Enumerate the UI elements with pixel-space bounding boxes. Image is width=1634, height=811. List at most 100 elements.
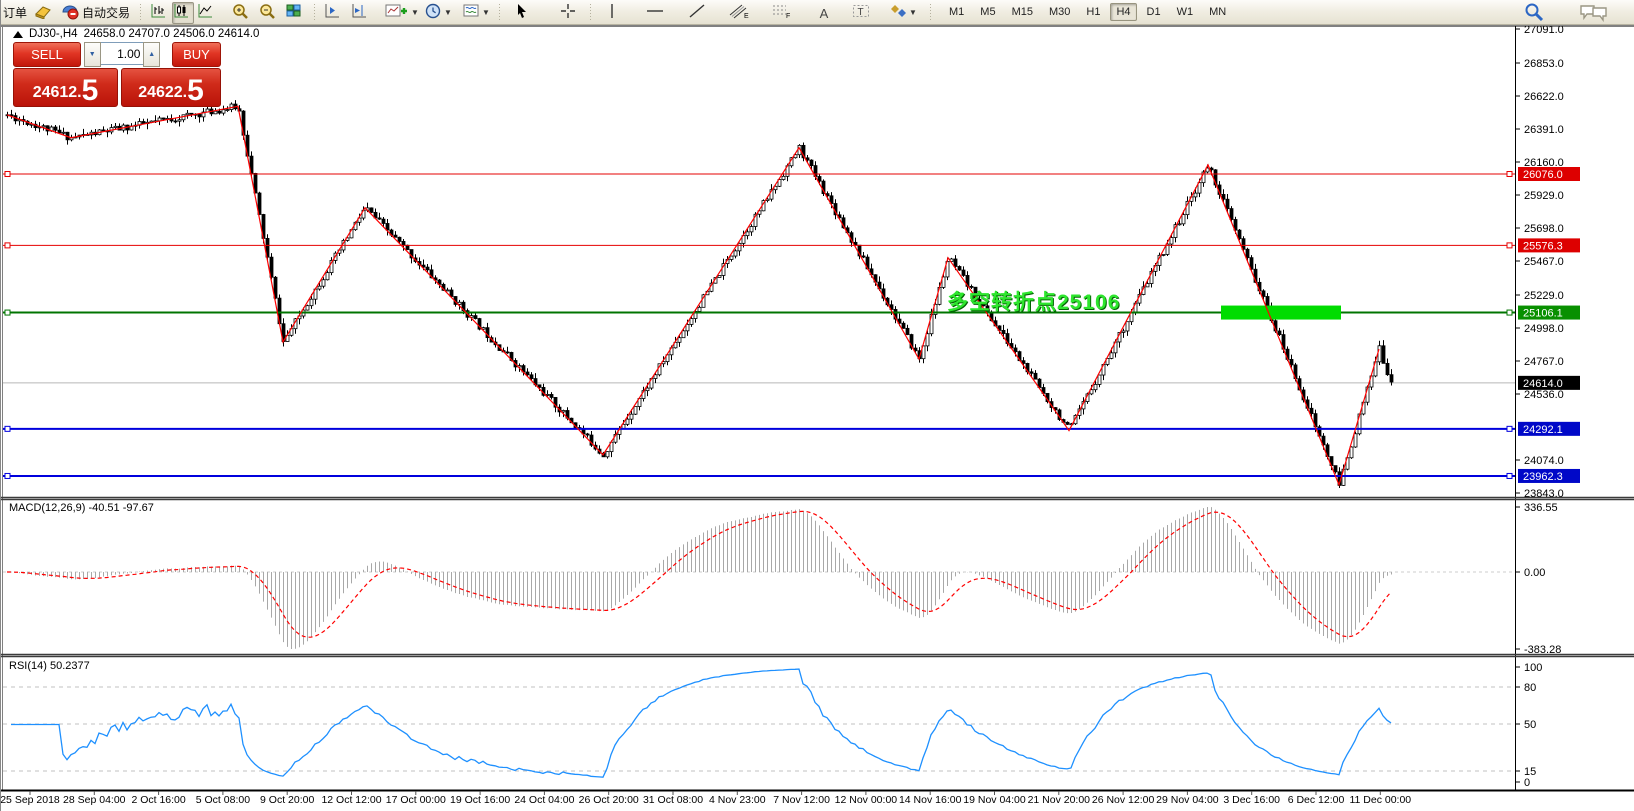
volume-decrease-button[interactable]: ▼: [84, 42, 101, 67]
toolbar-separator: [139, 4, 142, 20]
svg-text:-383.28: -383.28: [1524, 644, 1561, 656]
template-caret[interactable]: ▼: [482, 8, 490, 17]
equidistant-channel-icon[interactable]: E: [728, 2, 750, 24]
chart-shift-icon[interactable]: [350, 2, 372, 24]
collapse-panel-icon[interactable]: [13, 30, 23, 38]
line-chart-icon[interactable]: [196, 2, 218, 24]
zoom-in-icon[interactable]: [230, 2, 252, 24]
turning-point-annotation: 多空转折点25106: [947, 291, 1121, 314]
add-indicator-icon[interactable]: [384, 2, 410, 24]
volume-field[interactable]: 1.00: [100, 42, 144, 65]
volume-increase-button[interactable]: ▲: [143, 42, 161, 67]
svg-text:19 Nov 04:00: 19 Nov 04:00: [963, 794, 1026, 806]
svg-text:4 Nov 23:00: 4 Nov 23:00: [709, 794, 766, 806]
svg-text:26076.0: 26076.0: [1523, 169, 1563, 181]
svg-text:9 Oct 20:00: 9 Oct 20:00: [260, 794, 314, 806]
level-line-25576.3[interactable]: 25576.3: [3, 238, 1580, 253]
sell-price-frac: 5: [81, 74, 99, 107]
toolbar-separator: [498, 4, 501, 20]
buy-button[interactable]: BUY: [172, 42, 221, 67]
zigzag-line: [6, 105, 1380, 487]
sell-price-display[interactable]: 24612. 5: [13, 68, 118, 107]
svg-text:E: E: [744, 13, 749, 19]
level-line-24292.1[interactable]: 24292.1: [3, 421, 1580, 436]
volume-stepper: ▼ 1.00 ▲: [84, 42, 161, 67]
svg-text:24998.0: 24998.0: [1524, 323, 1564, 335]
svg-text:T: T: [858, 7, 864, 18]
text-label-icon[interactable]: T: [851, 2, 873, 24]
timeframe-m30[interactable]: M30: [1048, 6, 1071, 18]
search-icon[interactable]: [1523, 2, 1545, 27]
svg-text:21 Nov 20:00: 21 Nov 20:00: [1028, 794, 1091, 806]
svg-text:24614.0: 24614.0: [1523, 378, 1563, 390]
autotrading-button[interactable]: 自动交易: [82, 5, 131, 20]
cursor-icon[interactable]: [514, 2, 536, 24]
svg-text:25698.0: 25698.0: [1524, 223, 1564, 235]
zoom-out-icon[interactable]: [257, 2, 279, 24]
vertical-line-icon[interactable]: [604, 2, 626, 24]
svg-text:50: 50: [1524, 719, 1536, 731]
level-line-23962.3[interactable]: 23962.3: [3, 468, 1580, 483]
ohlc-values: 24658.0 24707.0 24506.0 24614.0: [83, 28, 260, 40]
svg-text:26853.0: 26853.0: [1524, 58, 1564, 70]
arrows-tool-icon[interactable]: [889, 2, 911, 24]
market-watch-icon[interactable]: [34, 4, 52, 24]
pane-borders: [1, 25, 1634, 792]
timeframe-d1[interactable]: D1: [1146, 6, 1161, 18]
svg-text:25106.1: 25106.1: [1523, 308, 1563, 320]
period-clock-icon[interactable]: [424, 2, 446, 24]
timeframe-mn[interactable]: MN: [1209, 6, 1227, 18]
tile-windows-icon[interactable]: [284, 2, 306, 24]
auto-scroll-icon[interactable]: [323, 2, 345, 24]
svg-text:28 Sep 04:00: 28 Sep 04:00: [63, 794, 126, 806]
rsi-line: [11, 668, 1392, 778]
chart-area[interactable]: 26076.0 25576.3 25106.1 24292.1 23962.3 27091…: [1, 24, 1634, 811]
autotrading-icon[interactable]: [61, 3, 79, 25]
level-line-25106.1[interactable]: 25106.1: [3, 305, 1580, 320]
template-icon[interactable]: [462, 2, 484, 24]
timeframe-h4[interactable]: H4: [1110, 3, 1137, 21]
main-toolbar: 订单 自动交易: [1, 0, 1634, 25]
rsi-label: RSI(14) 50.2377: [9, 660, 90, 672]
svg-text:26391.0: 26391.0: [1524, 124, 1564, 136]
timeframe-h1[interactable]: H1: [1086, 6, 1101, 18]
svg-text:11 Dec 00:00: 11 Dec 00:00: [1349, 794, 1411, 806]
candlestick-series: [5, 100, 1394, 488]
svg-text:31 Oct 08:00: 31 Oct 08:00: [643, 794, 703, 806]
bar-chart-icon[interactable]: [149, 2, 171, 24]
new-order-button[interactable]: 订单: [3, 5, 28, 20]
timeframe-m5[interactable]: M5: [980, 6, 996, 18]
chart-ohlc-header: DJ30-,H4 24658.0 24707.0 24506.0 24614.0: [13, 28, 259, 40]
sell-button[interactable]: SELL: [13, 42, 81, 67]
buy-price-frac: 5: [187, 74, 204, 107]
buy-price-display[interactable]: 24622. 5: [121, 68, 221, 107]
svg-text:F: F: [786, 13, 790, 19]
timeframe-m1[interactable]: M1: [949, 6, 965, 18]
svg-text:24536.0: 24536.0: [1524, 389, 1564, 401]
svg-text:100: 100: [1524, 662, 1542, 674]
period-caret[interactable]: ▼: [444, 8, 452, 17]
candlestick-chart-icon[interactable]: [172, 2, 194, 24]
svg-text:23843.0: 23843.0: [1524, 488, 1564, 500]
timeframe-m15[interactable]: M15: [1011, 6, 1033, 18]
macd-pane: 336.55 0.00 -383.28: [3, 502, 1561, 656]
chat-icon[interactable]: [1579, 2, 1609, 27]
svg-text:26 Oct 20:00: 26 Oct 20:00: [579, 794, 639, 806]
add-indicator-caret[interactable]: ▼: [411, 8, 419, 17]
trendline-icon[interactable]: [687, 2, 709, 24]
macd-signal-line: [7, 510, 1392, 638]
horizontal-line-icon[interactable]: [645, 2, 667, 24]
fibonacci-icon[interactable]: F: [771, 2, 793, 24]
buy-price-int: 24622.: [138, 84, 188, 101]
arrows-caret[interactable]: ▼: [909, 8, 917, 17]
text-tool-icon[interactable]: A: [819, 5, 829, 21]
svg-text:336.55: 336.55: [1524, 502, 1558, 514]
level-line-26076.0[interactable]: 26076.0: [3, 167, 1580, 181]
svg-text:14 Nov 16:00: 14 Nov 16:00: [899, 794, 962, 806]
timeframe-w1[interactable]: W1: [1176, 6, 1194, 18]
svg-text:19 Oct 16:00: 19 Oct 16:00: [450, 794, 510, 806]
highlight-rectangle[interactable]: [1221, 305, 1341, 320]
crosshair-icon[interactable]: [559, 2, 581, 24]
